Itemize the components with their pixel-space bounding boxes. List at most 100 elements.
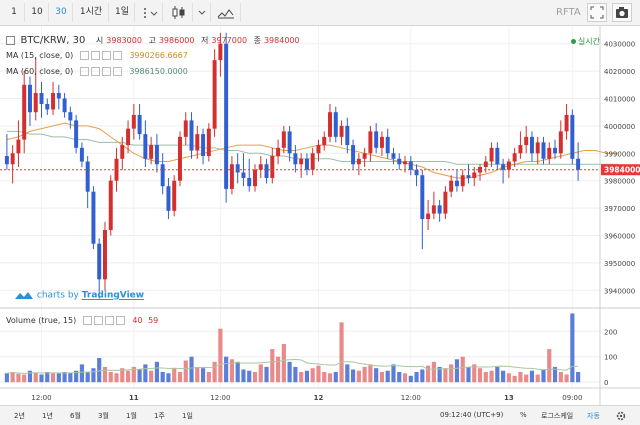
volume-bar (345, 364, 350, 383)
price-tick-label: 3970000 (604, 205, 635, 213)
volume-bar (143, 364, 148, 383)
interval-1h-button[interactable]: 1시간 (74, 3, 109, 22)
volume-bar (414, 372, 419, 383)
indicators-button[interactable] (212, 3, 241, 22)
range-2y-button[interactable]: 2년 (14, 412, 25, 420)
volume-bar (56, 373, 61, 383)
legend-close: 3984000 (263, 36, 300, 45)
volume-bar (495, 366, 500, 383)
volume-bar (212, 361, 217, 383)
symbol-legend: BTC/KRW, 30 시 3983000 고 3986000 저 3977000 종… (6, 35, 300, 46)
collapse-icon[interactable] (6, 36, 15, 45)
candle-body (166, 186, 171, 211)
price-tick-label: 3940000 (604, 287, 635, 295)
interval-10m-button[interactable]: 10 (26, 3, 49, 22)
price-chart[interactable]: 3940000 3950000 3960000 3970000 3980000 39900… (0, 26, 640, 405)
volume-controls[interactable] (82, 316, 127, 325)
gear-icon[interactable] (615, 410, 627, 422)
range-6m-button[interactable]: 6월 (70, 412, 81, 420)
candle-body (102, 230, 107, 280)
legend-low: 3977000 (211, 36, 248, 45)
candle-body (316, 145, 321, 154)
percent-toggle[interactable]: % (520, 411, 527, 419)
volume-bar (391, 364, 396, 383)
symbol-title[interactable]: BTC/KRW, 30 (20, 35, 86, 46)
candle-body (79, 147, 84, 162)
volume-label[interactable]: Volume (true, 15) (6, 316, 77, 325)
volume-bar (195, 366, 200, 383)
volume-bar (131, 366, 136, 383)
volume-bar (570, 313, 575, 383)
candle-body (483, 161, 488, 167)
range-1w-button[interactable]: 1주 (154, 412, 165, 420)
volume-bar (33, 372, 38, 383)
ma15-legend: MA (15, close, 0) 3990266.6667 (6, 51, 188, 60)
snapshot-button[interactable] (612, 3, 632, 22)
range-1d-button[interactable]: 1일 (182, 412, 193, 420)
candle-body (570, 114, 575, 159)
volume-axis[interactable]: 0 100 200 (604, 328, 617, 387)
more-intervals-button[interactable] (136, 3, 163, 22)
candle-body (33, 93, 38, 113)
candle-body (466, 175, 471, 178)
last-price-marker: 3984000 (601, 164, 640, 176)
candle-body (345, 125, 350, 146)
candle-body (472, 172, 477, 178)
volume-bar (270, 349, 275, 383)
range-1m-button[interactable]: 1월 (126, 412, 137, 420)
candle-body (10, 153, 15, 165)
volume-bar (431, 361, 436, 383)
chart-style-dropdown[interactable] (194, 3, 211, 22)
ma15-controls[interactable] (79, 51, 124, 60)
volume-bar (39, 374, 44, 383)
candle-body (495, 147, 500, 165)
candle-body (224, 43, 229, 189)
legend-close-label: 종 (253, 36, 261, 45)
candle-body (287, 131, 292, 154)
watermark-brand[interactable]: TradingView (81, 290, 145, 301)
candle-body (403, 161, 407, 165)
range-1y-button[interactable]: 1년 (42, 412, 53, 420)
ma15-label[interactable]: MA (15, close, 0) (6, 51, 74, 60)
volume-bar (322, 372, 327, 383)
candle-body (322, 136, 327, 146)
interval-30m-button[interactable]: 30 (50, 3, 73, 22)
candle-body (270, 156, 275, 178)
candle-body (454, 180, 459, 187)
candle-body (218, 43, 223, 61)
volume-ma-line (6, 358, 579, 374)
interval-1d-button[interactable]: 1일 (110, 3, 135, 22)
time-tick-label: 12:00 (31, 394, 51, 402)
candle-body (131, 114, 136, 129)
live-label: 실시간 (577, 37, 600, 46)
candle-body (126, 128, 131, 146)
candle-body (212, 60, 217, 129)
candle-body (408, 161, 413, 170)
ma60-label[interactable]: MA (60, close, 0) (6, 67, 74, 76)
ma60-controls[interactable] (79, 67, 124, 76)
candle-body (97, 243, 102, 280)
price-axis[interactable]: 3940000 3950000 3960000 3970000 3980000 39900… (604, 41, 635, 296)
log-scale-toggle[interactable]: 로그스케일 (541, 412, 574, 420)
auto-scale-toggle[interactable]: 자동 (587, 412, 600, 420)
chart-style-button[interactable] (166, 3, 193, 22)
volume-bar (247, 370, 252, 383)
brand-label: RFTA (556, 7, 581, 18)
time-tick-label: 13 (504, 394, 514, 402)
chevron-down-icon (198, 10, 206, 15)
volume-bar (258, 364, 263, 383)
range-3m-button[interactable]: 3월 (98, 412, 109, 420)
legend-open-label: 시 (95, 36, 104, 45)
volume-bar (374, 368, 379, 383)
volume-bar (356, 370, 361, 383)
candle-body (183, 120, 188, 137)
interval-1m-button[interactable]: 1 (4, 3, 25, 22)
volume-tick-label: 200 (604, 328, 617, 336)
tradingview-watermark[interactable]: charts by TradingView (14, 290, 144, 301)
volume-bar (137, 369, 142, 383)
volume-bar (564, 374, 569, 383)
fullscreen-button[interactable] (587, 3, 607, 22)
volume-value-1: 40 (132, 316, 143, 325)
volume-bar (91, 368, 96, 383)
time-axis[interactable]: 12:00 11 12:00 12 12:00 13 09:00 (31, 394, 582, 402)
